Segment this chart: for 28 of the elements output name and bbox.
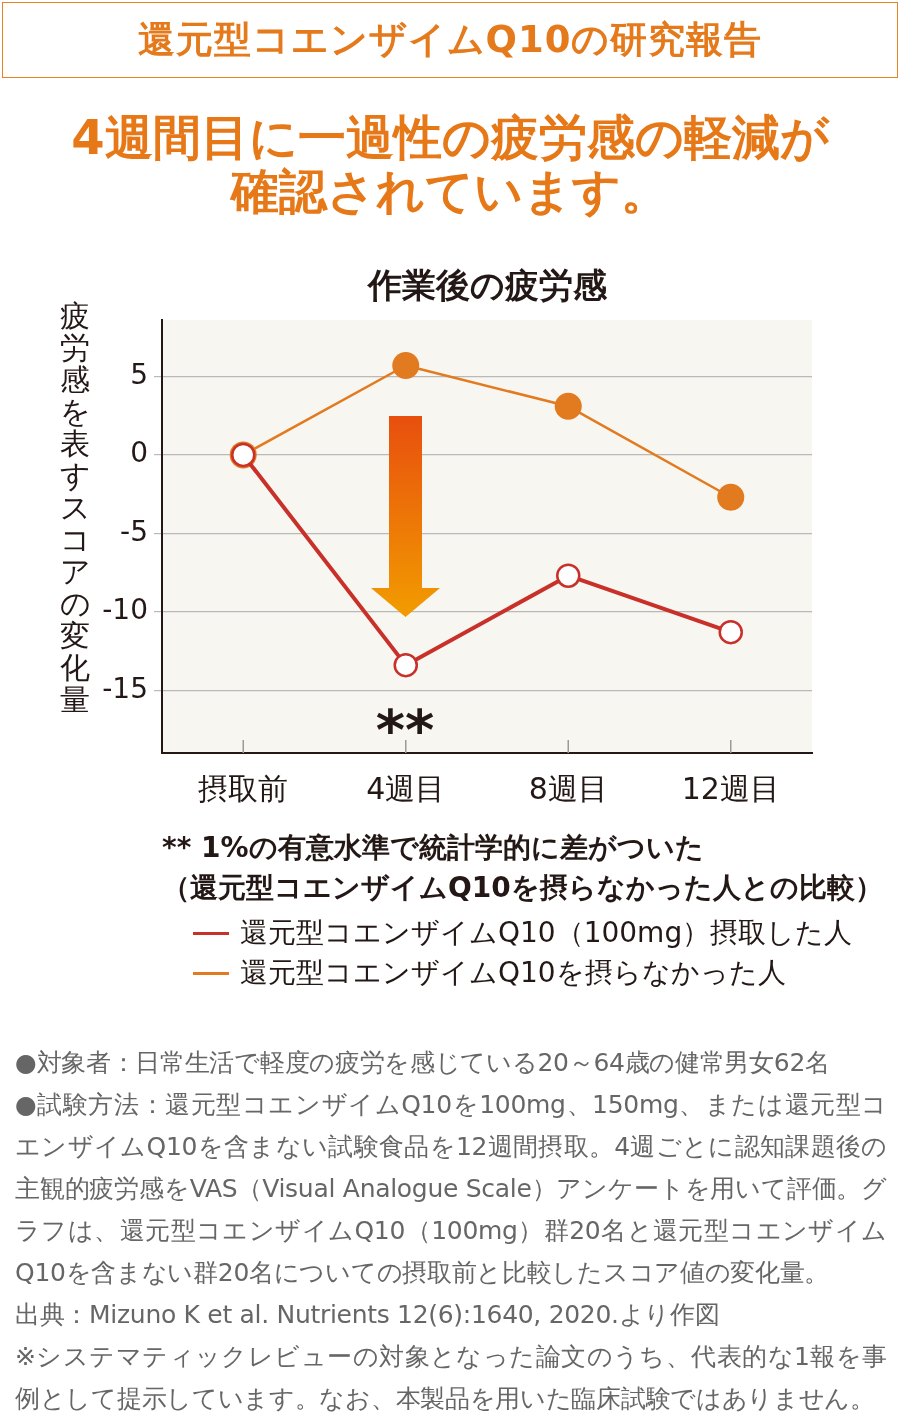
point [717, 483, 745, 511]
annotation: ** [374, 697, 436, 762]
point [718, 619, 743, 645]
point [554, 392, 582, 420]
y-tick-label: -15 [102, 671, 148, 705]
x-tick-label: 摂取前 [198, 770, 289, 806]
x-tick-label: 8週目 [528, 770, 608, 806]
y-tick-label: 0 [130, 436, 148, 470]
legend-label: 還元型コエンザイムQ10（100mg）摂取した人 [240, 915, 853, 951]
point [392, 352, 420, 379]
text: ●対象者：日常生活で軽度の疲労を感じている20～64歳の健常男女62名 [15, 1047, 831, 1079]
x-tick-label: 12週目 [681, 770, 780, 806]
text: ※システマティックレビューの対象となった論文のうち、代表的な1報を事例として提示しています。なお、本製品を用いた臨床試験ではありません。 [15, 1341, 887, 1415]
text: ** 1%の有意水準で統計学的に差がついた [162, 830, 705, 866]
chart-title: 作業後の疲労感 [365, 264, 608, 305]
y-tick-label: -10 [102, 593, 148, 627]
point [556, 563, 581, 588]
chart-subtitle: 4週間目に一過性の疲労感の軽減が確認されています。 [70, 109, 831, 219]
legend-label: 還元型コエンザイムQ10を摂らなかった人 [240, 955, 786, 991]
text: （還元型コエンザイムQ10を摂らなかった人との比較） [162, 870, 883, 906]
y-tick-label: -5 [120, 514, 148, 548]
text: ●試験方法：還元型コエンザイムQ10を100mg、150mg、または還元型コエンザイムQ10を含まない試験食品を12週間摂取。4週ごとに認知課題後の主観的疲労感をVAS（Visual Analogue Scale）アンケートを用いて評価。グラフは、還元型コエンザイムQ10（100mg）群20名と還元型コエンザイムQ10を含まない群20名についての摂取前と比較したスコア値の変化量。 [15, 1089, 887, 1289]
point [393, 652, 418, 678]
source-note: 出典：Mizuno K et al. Nutrients 12(6):1640, 2020.より作図 [15, 1299, 721, 1331]
text: 還元型コエンザイムQ10の研究報告 [137, 17, 763, 63]
y-tick-label: 5 [130, 357, 148, 391]
text: 疲労感を表すスコアの変化量 [59, 298, 91, 717]
x-tick-label: 4週目 [366, 770, 446, 806]
